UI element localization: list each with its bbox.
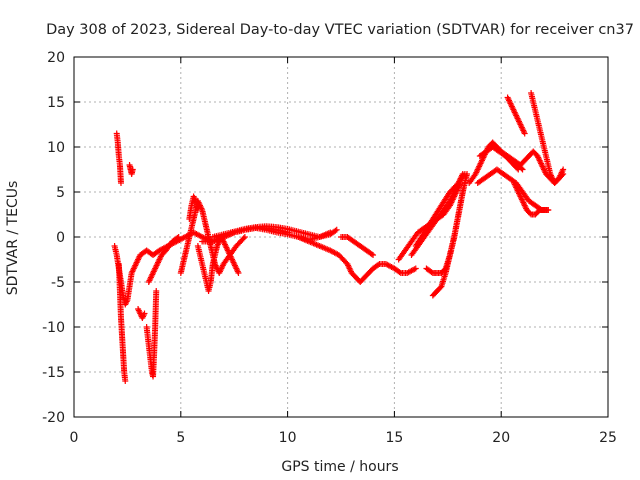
data-point <box>545 207 552 213</box>
data-point <box>332 227 339 234</box>
data-point <box>175 234 182 240</box>
data-point <box>519 166 526 173</box>
plot-frame <box>73 56 609 418</box>
data-point <box>333 226 340 233</box>
data-point <box>560 166 567 173</box>
y-tick-label: -20 <box>42 410 65 426</box>
data-point <box>396 269 403 276</box>
x-tick-label: 20 <box>492 430 510 446</box>
data-marks <box>111 90 567 384</box>
y-tick-labels: -20 -15 -10 -5 0 5 10 15 20 <box>42 50 65 426</box>
series-arc-f <box>135 306 148 321</box>
x-tick-label: 15 <box>385 430 403 446</box>
data-point <box>122 378 129 384</box>
data-point <box>521 130 528 137</box>
chart-title: Day 308 of 2023, Sidereal Day-to-day VTE… <box>46 22 634 38</box>
series-arc-l <box>209 223 340 240</box>
x-tick-label: 0 <box>70 430 79 446</box>
series-arc-d <box>126 162 136 177</box>
series-arc-w <box>504 94 528 137</box>
series-arc-i <box>186 193 201 222</box>
series-arc-y <box>528 90 567 186</box>
data-point <box>464 171 471 177</box>
data-point <box>129 166 136 173</box>
x-tick-label: 5 <box>176 430 185 446</box>
x-tick-labels: 0 5 10 15 20 25 <box>70 430 617 446</box>
data-point <box>194 207 201 213</box>
data-point <box>153 288 160 294</box>
y-tick-label: -15 <box>42 365 65 381</box>
data-point <box>368 251 375 258</box>
series-arc-q <box>412 171 468 249</box>
x-tick-label: 25 <box>599 430 617 446</box>
series-arc-b <box>115 261 129 384</box>
y-tick-label: 5 <box>56 185 65 201</box>
series-arc-j <box>194 234 242 294</box>
x-tick-label: 10 <box>279 430 297 446</box>
data-point <box>370 252 377 258</box>
series-arc-m <box>295 234 419 285</box>
y-tick-label: 20 <box>47 50 65 66</box>
y-tick-label: 0 <box>56 230 65 246</box>
data-point <box>241 234 248 240</box>
data-point <box>235 270 242 276</box>
data-point <box>141 310 148 317</box>
y-tick-label: 15 <box>47 95 65 111</box>
data-point <box>375 261 382 268</box>
x-axis-label: GPS time / hours <box>281 459 398 475</box>
data-point <box>174 234 181 241</box>
y-tick-label: -5 <box>51 275 65 291</box>
series-arc-z <box>511 180 552 218</box>
series-arc-n <box>338 234 377 258</box>
y-tick-label: 10 <box>47 140 65 156</box>
series-arc-g <box>145 234 182 285</box>
y-axis-label: SDTVAR / TECUs <box>5 181 21 296</box>
data-point <box>412 265 419 272</box>
data-point <box>117 180 124 186</box>
series-arc-e <box>143 288 160 380</box>
data-point <box>428 269 435 276</box>
series-arc-s <box>429 171 471 299</box>
y-tick-label: -10 <box>42 320 65 336</box>
series-arc-c <box>113 130 124 186</box>
data-point <box>240 235 247 242</box>
